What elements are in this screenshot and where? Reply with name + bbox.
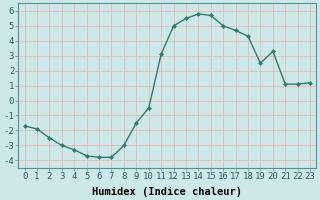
X-axis label: Humidex (Indice chaleur): Humidex (Indice chaleur): [92, 186, 242, 197]
